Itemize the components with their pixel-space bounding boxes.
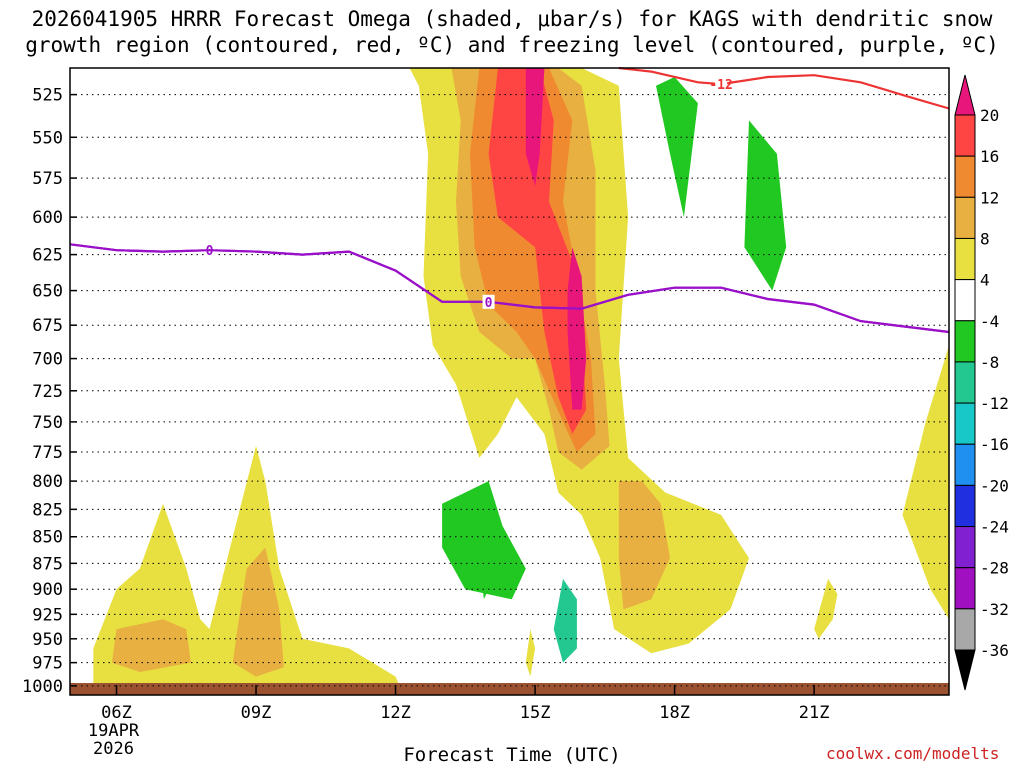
y-tick-label-600: 600: [32, 208, 63, 228]
colorbar-label--20: -20: [980, 476, 1009, 495]
y-tick-label-750: 750: [32, 413, 63, 433]
colorbar-bin--4: [954, 320, 976, 363]
x-tick-label-15Z: 15Z: [520, 703, 551, 723]
y-axis-ticks: 525 550 575 600 625 650 675 700 725 750 775 800 825 8…: [22, 86, 77, 697]
y-tick-label-800: 800: [32, 472, 63, 492]
colorbar-bin-16: [954, 155, 976, 198]
y-tick-label-625: 625: [32, 246, 63, 266]
x-tick-label-21Z: 21Z: [799, 703, 830, 723]
freezing-level-contour-2-label-bg: [482, 294, 495, 309]
colorbar-top-triangle: [954, 74, 976, 116]
date-label-1: 2026: [93, 739, 134, 759]
y-tick-label-900: 900: [32, 580, 63, 600]
x-tick-label-09Z: 09Z: [241, 703, 272, 723]
dgz-contour-label-bg: [715, 77, 728, 92]
pressure-gridlines: [70, 94, 949, 687]
colorbar-label--28: -28: [980, 559, 1009, 578]
omega-region-16: [488, 68, 587, 434]
dgz-contour-label: -12: [709, 78, 732, 93]
y-tick-label-550: 550: [32, 128, 63, 148]
y-tick-label-875: 875: [32, 554, 63, 574]
colorbar-bin--28: [954, 567, 976, 610]
colorbar-bin--32: [954, 608, 976, 651]
colorbar-label--16: -16: [980, 435, 1009, 454]
colorbar-label--4: -4: [980, 312, 999, 331]
colorbar-label--32: -32: [980, 600, 1009, 619]
y-tick-label-825: 825: [32, 500, 63, 520]
colorbar-label-12: 12: [980, 188, 999, 207]
y-tick-label-525: 525: [32, 86, 63, 106]
colorbar-bin--12: [954, 402, 976, 445]
colorbar-label--12: -12: [980, 394, 1009, 413]
colorbar-bin--24: [954, 526, 976, 569]
colorbar-bin--8: [954, 361, 976, 404]
x-tick-label-06Z: 06Z: [101, 703, 132, 723]
y-tick-label-575: 575: [32, 169, 63, 189]
colorbar-label--24: -24: [980, 518, 1009, 537]
y-tick-label-975: 975: [32, 654, 63, 674]
colorbar-label-20: 20: [980, 106, 999, 125]
x-tick-label-12Z: 12Z: [380, 703, 411, 723]
colorbar-bottom-triangle: [954, 649, 976, 691]
omega-region-8: [111, 619, 191, 672]
omega-region-4: [902, 345, 949, 620]
omega-region-4: [525, 629, 536, 677]
freezing-level-contour-2-label: 0: [485, 296, 493, 311]
omega-region-4: [814, 578, 838, 639]
x-tick-label-18Z: 18Z: [659, 703, 690, 723]
y-tick-label-700: 700: [32, 350, 63, 370]
freezing-level-contour-label: 0: [206, 244, 214, 259]
omega-region--8: [479, 558, 489, 600]
omega-region-8: [618, 481, 670, 610]
colorbar-bin-8: [954, 237, 976, 281]
plot-frame: [69, 67, 950, 696]
y-tick-label-725: 725: [32, 382, 63, 402]
omega-region--4: [302, 421, 326, 515]
dgz-contour: [618, 66, 950, 110]
y-tick-label-650: 650: [32, 282, 63, 302]
y-tick-label-775: 775: [32, 443, 63, 463]
omega-shaded-regions: [93, 68, 949, 688]
colorbar-label--8: -8: [980, 353, 999, 372]
y-tick-label-850: 850: [32, 528, 63, 548]
date-label-0: 19APR: [88, 721, 140, 741]
y-tick-label-950: 950: [32, 630, 63, 650]
x-axis-label: Forecast Time (UTC): [403, 744, 621, 766]
omega-region--8: [744, 120, 787, 291]
colorbar: 20 16 12 8 4 -4 -8 -12 -16 -20 -24 -28 -32 -36: [954, 74, 1009, 691]
omega-region-20: [567, 247, 587, 410]
omega-region-20: [525, 68, 545, 186]
contour-lines: 0 0 -12: [69, 66, 950, 334]
colorbar-bin-12: [954, 196, 976, 239]
chart-title: 2026041905 HRRR Forecast Omega (shaded, …: [25, 7, 999, 57]
credit-label: coolwx.com/modelts: [826, 744, 1000, 763]
ground-terrain: [70, 683, 949, 695]
colorbar-bin-4: [954, 279, 976, 322]
colorbar-label--36: -36: [980, 641, 1009, 660]
y-tick-label-675: 675: [32, 316, 63, 336]
colorbar-label-16: 16: [980, 147, 999, 166]
colorbar-bin--20: [954, 484, 976, 528]
omega-region-8: [232, 547, 284, 677]
colorbar-label-4: 4: [980, 271, 990, 290]
omega-region--8: [442, 481, 526, 600]
omega-region--12: [553, 578, 577, 663]
colorbar-label-8: 8: [980, 229, 990, 248]
colorbar-bin--16: [954, 443, 976, 486]
y-tick-label-1000: 1000: [22, 677, 63, 697]
omega-region--8: [656, 77, 698, 218]
y-tick-label-925: 925: [32, 605, 63, 625]
colorbar-bin-20: [954, 114, 976, 157]
